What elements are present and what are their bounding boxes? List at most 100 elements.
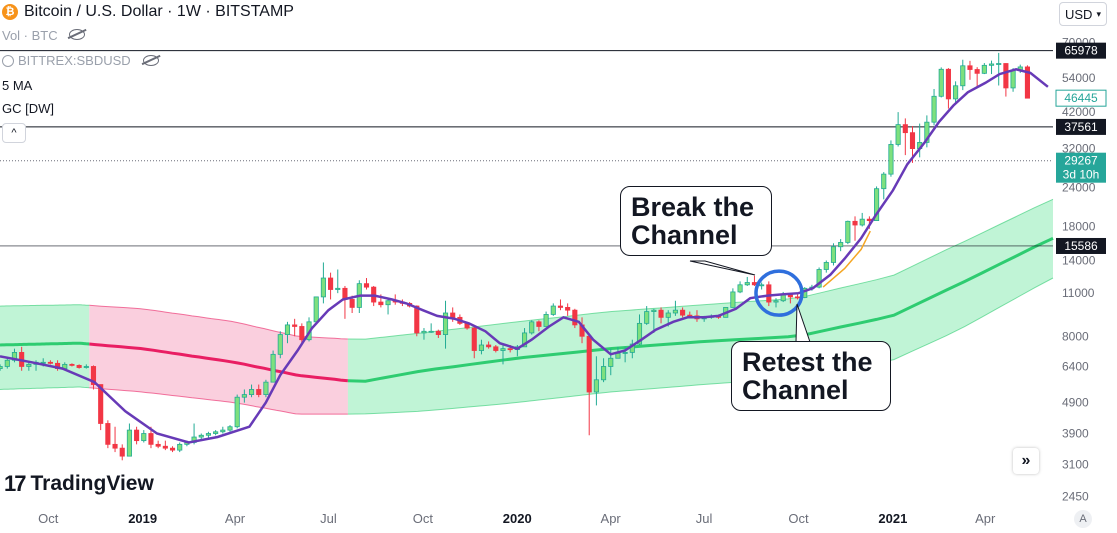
candle-body [895,124,901,145]
candle-body [227,426,233,431]
candle [967,60,973,80]
candle [98,384,104,431]
candle [838,239,844,252]
candle [435,329,441,338]
currency-label: USD [1065,6,1093,22]
candle-body [335,287,341,290]
price-label-countdown: 3d 10h [1063,168,1100,182]
candle-body [622,352,628,354]
price-label-text: 37561 [1064,120,1098,134]
auto-scale-button[interactable]: A [1074,510,1092,528]
candle [658,307,664,324]
tradingview-logo[interactable]: 17 TradingView [4,471,154,497]
candle [299,323,305,345]
scroll-to-latest-button[interactable]: » [1013,448,1039,474]
candle [945,68,951,109]
candle [586,334,592,436]
candle-body [198,434,204,438]
candle-body [838,242,844,248]
candle [996,52,1002,86]
collapse-legend-button[interactable]: ^ [2,123,26,143]
price-label-box [1056,152,1106,183]
y-tick-label: 3900 [1062,427,1089,441]
candle [47,360,53,365]
y-tick-label: 14000 [1062,254,1096,268]
overlay-symbol-label: BITTREX:SBDUSD [18,53,131,68]
candle [672,300,678,316]
moving-average-layer [0,68,1049,444]
callout-retest-text: Retest the Channel [742,347,873,405]
candle [988,60,995,75]
candle-body [953,85,959,100]
gc-legend[interactable]: GC [DW] [2,101,54,116]
callout-break-the-channel: Break the Channel [620,186,772,256]
retest-callout-pointer [795,303,811,343]
candle [895,112,901,147]
x-tick-label: Oct [38,511,59,526]
candle [421,328,427,340]
currency-button[interactable]: USD ▾ [1059,2,1107,26]
candle [902,118,908,156]
time-axis[interactable]: Oct 2019 Apr Jul Oct 2020 Apr Jul Oct 2021 Apr [38,511,996,526]
candle [845,220,851,245]
channel-band-layer [0,198,1054,415]
candle-body [687,314,693,317]
candle-body [931,95,937,123]
volume-legend[interactable]: Vol · BTC [2,28,86,43]
eye-hidden-icon[interactable] [69,29,86,40]
candle [644,306,650,325]
candle-body [320,277,326,298]
x-tick-label: Apr [601,511,622,526]
candle-body [960,65,966,87]
candle-body [256,389,262,395]
y-tick-label: 42000 [1062,105,1096,119]
candle-body [658,309,664,318]
candle-body [529,321,535,334]
overlay-symbol-legend[interactable]: BITTREX:SBDUSD [2,53,159,68]
candle-body [478,344,484,351]
candle-body [4,359,10,367]
candle [744,276,750,286]
candle-body [830,246,837,263]
candle [90,365,97,390]
price-axis[interactable]: 7000054000420003200024000180001400011000… [1055,36,1107,504]
eye-hidden-icon[interactable] [142,55,159,66]
double-chevron-right-icon: » [1021,452,1031,469]
candle-body [651,309,657,312]
candle-body [349,299,355,308]
candle [320,262,326,304]
y-tick-label: 32000 [1062,142,1096,156]
candle [500,344,506,365]
candle-body [680,309,686,316]
candle [105,420,111,449]
candle [155,440,161,449]
symbol-title[interactable]: Bitcoin / U.S. Dollar · 1W · BITSTAMP [24,3,294,20]
candle-body [996,63,1002,65]
candle-body [565,307,571,311]
channel-green-left-fill [0,304,90,390]
ma-line [0,68,1049,444]
candle [680,307,686,318]
ma-legend[interactable]: 5 MA [2,78,32,93]
candle [141,430,147,443]
candle [227,425,233,432]
candle-body [794,296,801,299]
candle-body [263,381,269,395]
candle-body [148,433,154,445]
candle-body [988,63,995,66]
candle-body [766,284,772,303]
candle [823,260,829,273]
candle-body [284,324,291,335]
candle-body [672,309,678,314]
candle [162,440,168,451]
candle-body [292,324,298,327]
candle [0,364,3,371]
candle [213,430,219,436]
candle [241,389,247,403]
symbol-title-row[interactable]: ₿ Bitcoin / U.S. Dollar · 1W · BITSTAMP [2,3,294,21]
y-tick-label: 3100 [1062,458,1089,472]
break-callout-pointer [689,260,756,276]
candle-body [26,363,32,367]
candle [126,423,132,457]
